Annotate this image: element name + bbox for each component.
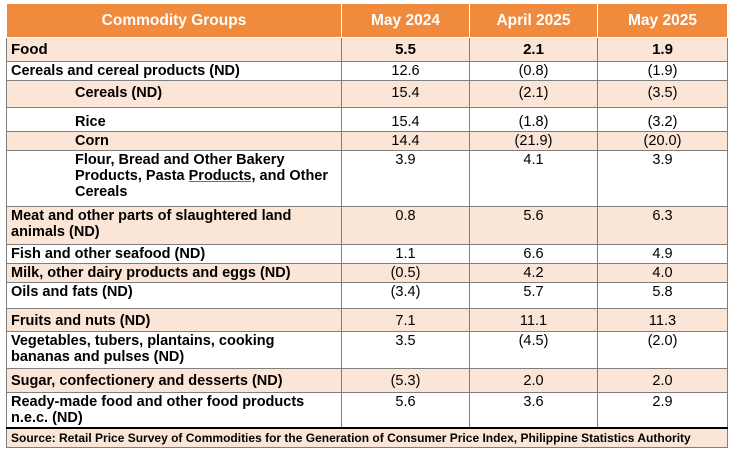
value-may-2024: (5.3) — [341, 368, 470, 393]
source-note: Source: Retail Price Survey of Commoditi… — [6, 427, 728, 448]
value-may-2024: 7.1 — [341, 308, 470, 332]
value-may-2024: 12.6 — [341, 61, 470, 81]
row-label: Vegetables, tubers, plantains, cooking b… — [6, 331, 342, 369]
table-row: Oils and fats (ND) (3.4) 5.7 5.8 — [6, 282, 728, 309]
value-may-2025: 11.3 — [597, 308, 728, 332]
row-label: Milk, other dairy products and eggs (ND) — [6, 263, 342, 283]
value-april-2025: 11.1 — [469, 308, 598, 332]
table-row: Corn 14.4 (21.9) (20.0) — [6, 131, 728, 151]
value-may-2024: 14.4 — [341, 131, 470, 151]
value-may-2025: (20.0) — [597, 131, 728, 151]
table-row: Ready-made food and other food products … — [6, 392, 728, 429]
source-row: Source: Retail Price Survey of Commoditi… — [6, 427, 728, 448]
table-row: Rice 15.4 (1.8) (3.2) — [6, 107, 728, 132]
table-row: Meat and other parts of slaughtered land… — [6, 206, 728, 245]
value-april-2025: (4.5) — [469, 331, 598, 369]
table-row: Milk, other dairy products and eggs (ND)… — [6, 263, 728, 283]
value-may-2025: (3.5) — [597, 80, 728, 108]
value-april-2025: 2.1 — [469, 37, 598, 62]
commodity-price-table: Commodity Groups May 2024 April 2025 May… — [6, 3, 728, 448]
table-row-food: Food 5.5 2.1 1.9 — [6, 37, 728, 62]
row-label: Ready-made food and other food products … — [6, 392, 342, 429]
row-label: Flour, Bread and Other Bakery Products, … — [6, 150, 342, 207]
table-row: Cereals and cereal products (ND) 12.6 (0… — [6, 61, 728, 81]
value-april-2025: 3.6 — [469, 392, 598, 429]
header-april-2025: April 2025 — [469, 3, 598, 38]
row-label: Fish and other seafood (ND) — [6, 244, 342, 264]
table-row: Vegetables, tubers, plantains, cooking b… — [6, 331, 728, 369]
row-label: Cereals (ND) — [6, 80, 342, 108]
value-april-2025: 4.1 — [469, 150, 598, 207]
row-label: Sugar, confectionery and desserts (ND) — [6, 368, 342, 393]
row-label: Fruits and nuts (ND) — [6, 308, 342, 332]
label-part: Flour, Bread and Other Bakery Products, … — [75, 152, 285, 184]
label-part-underlined: Products, — [188, 168, 256, 184]
table-row: Fruits and nuts (ND) 7.1 11.1 11.3 — [6, 308, 728, 332]
value-may-2025: 1.9 — [597, 37, 728, 62]
value-may-2025: (3.2) — [597, 107, 728, 132]
header-may-2024: May 2024 — [341, 3, 470, 38]
value-may-2025: 3.9 — [597, 150, 728, 207]
value-may-2024: 3.9 — [341, 150, 470, 207]
header-may-2025: May 2025 — [597, 3, 728, 38]
label-part: and Other Cereals — [75, 168, 329, 200]
value-april-2025: (2.1) — [469, 80, 598, 108]
value-may-2025: 4.9 — [597, 244, 728, 264]
value-may-2024: (0.5) — [341, 263, 470, 283]
row-label: Meat and other parts of slaughtered land… — [6, 206, 342, 245]
row-label: Oils and fats (ND) — [6, 282, 342, 309]
value-may-2024: 3.5 — [341, 331, 470, 369]
row-label: Food — [6, 37, 342, 62]
value-may-2025: 2.9 — [597, 392, 728, 429]
value-may-2024: 15.4 — [341, 107, 470, 132]
value-may-2025: 6.3 — [597, 206, 728, 245]
value-may-2024: 5.5 — [341, 37, 470, 62]
value-april-2025: (1.8) — [469, 107, 598, 132]
value-april-2025: 2.0 — [469, 368, 598, 393]
table-row: Sugar, confectionery and desserts (ND) (… — [6, 368, 728, 393]
value-may-2024: 1.1 — [341, 244, 470, 264]
row-label: Rice — [6, 107, 342, 132]
value-may-2025: 2.0 — [597, 368, 728, 393]
table-row: Flour, Bread and Other Bakery Products, … — [6, 150, 728, 207]
header-commodity-groups: Commodity Groups — [6, 3, 342, 38]
table-row: Fish and other seafood (ND) 1.1 6.6 4.9 — [6, 244, 728, 264]
value-may-2025: 5.8 — [597, 282, 728, 309]
value-may-2024: 5.6 — [341, 392, 470, 429]
value-may-2024: 15.4 — [341, 80, 470, 108]
value-april-2025: 5.6 — [469, 206, 598, 245]
value-april-2025: (0.8) — [469, 61, 598, 81]
value-may-2025: (1.9) — [597, 61, 728, 81]
value-may-2025: (2.0) — [597, 331, 728, 369]
price-table-container: Commodity Groups May 2024 April 2025 May… — [6, 3, 728, 448]
value-may-2024: 0.8 — [341, 206, 470, 245]
value-april-2025: 4.2 — [469, 263, 598, 283]
value-april-2025: 5.7 — [469, 282, 598, 309]
value-april-2025: (21.9) — [469, 131, 598, 151]
row-label: Corn — [6, 131, 342, 151]
row-label: Cereals and cereal products (ND) — [6, 61, 342, 81]
table-row: Cereals (ND) 15.4 (2.1) (3.5) — [6, 80, 728, 108]
value-april-2025: 6.6 — [469, 244, 598, 264]
table-header-row: Commodity Groups May 2024 April 2025 May… — [6, 3, 728, 38]
value-may-2025: 4.0 — [597, 263, 728, 283]
value-may-2024: (3.4) — [341, 282, 470, 309]
